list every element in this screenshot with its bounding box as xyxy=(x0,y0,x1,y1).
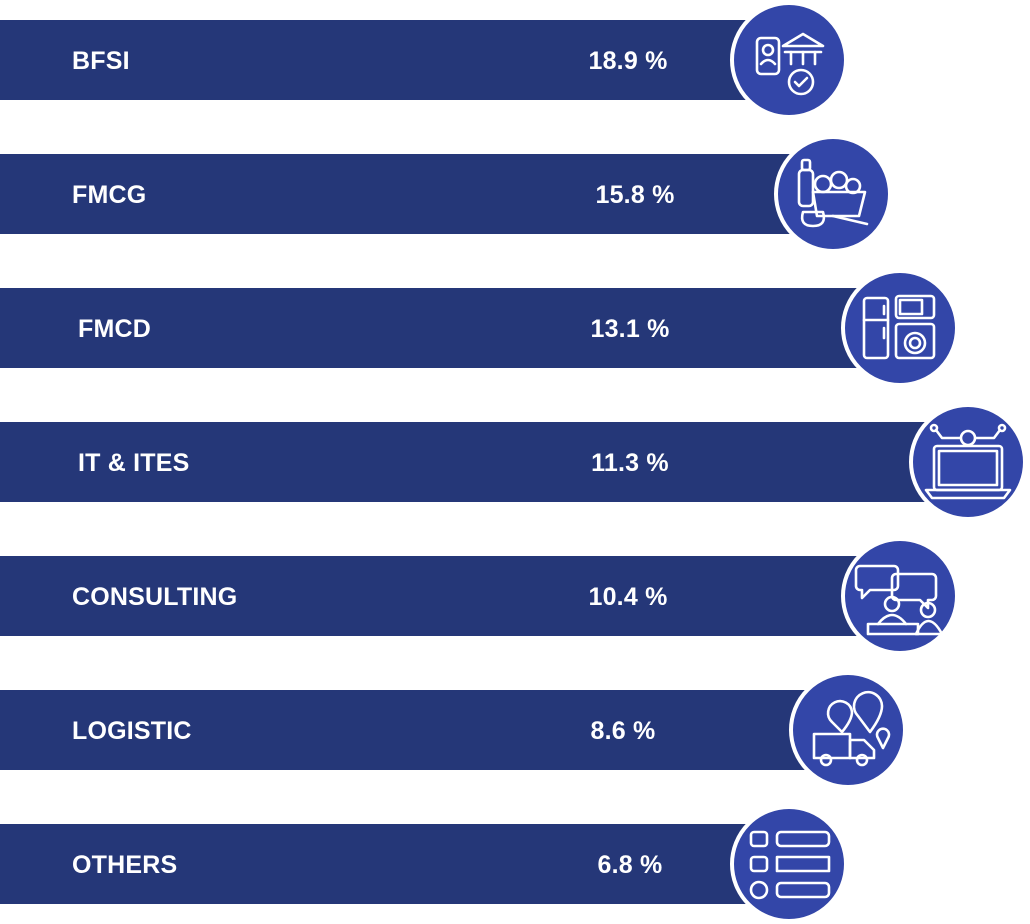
list-icon xyxy=(749,830,831,900)
category-label: LOGISTIC xyxy=(72,717,192,745)
value-label: 13.1 % xyxy=(590,315,669,343)
bar-row: IT & ITES 11.3 % xyxy=(0,403,1027,521)
icon-circle xyxy=(909,403,1027,521)
bar xyxy=(0,288,900,368)
icon-circle xyxy=(730,1,848,119)
bar-row: LOGISTIC 8.6 % xyxy=(0,671,907,789)
bar-row: FMCD 13.1 % xyxy=(0,269,959,387)
laptop-icon xyxy=(924,423,1012,500)
consulting-chat-icon xyxy=(854,564,944,636)
bar xyxy=(0,690,848,770)
bar xyxy=(0,824,789,904)
category-label: BFSI xyxy=(72,47,130,75)
value-label: 6.8 % xyxy=(598,851,663,879)
value-label: 10.4 % xyxy=(588,583,667,611)
bar-row: OTHERS 6.8 % xyxy=(0,805,848,923)
value-label: 11.3 % xyxy=(591,449,669,477)
appliances-icon xyxy=(862,294,936,360)
value-label: 8.6 % xyxy=(591,717,656,745)
category-label: FMCD xyxy=(78,315,151,343)
value-label: 15.8 % xyxy=(595,181,674,209)
bar xyxy=(0,154,833,234)
groceries-icon xyxy=(797,158,869,228)
delivery-truck-icon xyxy=(812,690,891,767)
category-label: FMCG xyxy=(72,181,146,209)
icon-circle xyxy=(730,805,848,923)
icon-circle xyxy=(774,135,892,253)
bar xyxy=(0,20,789,100)
bar xyxy=(0,422,968,502)
category-label: OTHERS xyxy=(72,851,177,879)
bank-document-icon xyxy=(755,32,825,96)
icon-circle xyxy=(841,537,959,655)
value-label: 18.9 % xyxy=(588,47,667,75)
bar-row: CONSULTING 10.4 % xyxy=(0,537,959,655)
icon-circle xyxy=(841,269,959,387)
bar-row: BFSI 18.9 % xyxy=(0,1,848,119)
category-label: IT & ITES xyxy=(78,449,190,477)
bar-row: FMCG 15.8 % xyxy=(0,135,892,253)
category-label: CONSULTING xyxy=(72,583,237,611)
bar xyxy=(0,556,900,636)
